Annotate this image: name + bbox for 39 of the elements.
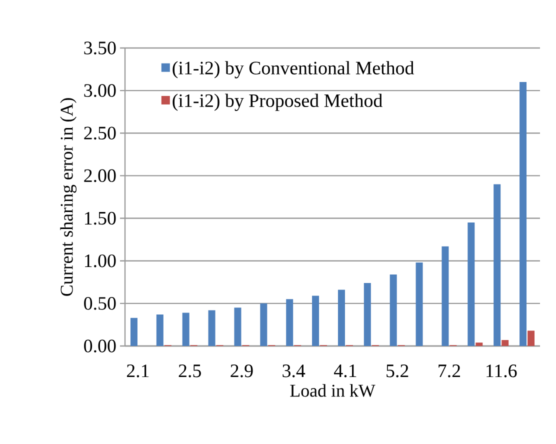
x-tick-label: 7.2 (438, 364, 460, 378)
bar (468, 222, 475, 346)
y-tick-label: 1.00 (85, 254, 116, 268)
bar (476, 342, 483, 346)
y-tick-label: 3.50 (84, 42, 116, 54)
bar (260, 303, 268, 346)
x-tick-label: 5.2 (386, 364, 408, 378)
y-tick-label: 0.00 (84, 340, 116, 352)
bar (528, 330, 535, 346)
y-tick-label: 2.00 (84, 169, 116, 182)
bar (416, 262, 423, 346)
bar (208, 310, 216, 346)
bar (338, 290, 345, 346)
bar (182, 312, 190, 346)
legend-label: (i1-i2) by Proposed Method (172, 94, 382, 111)
bar (494, 184, 501, 346)
bar (130, 318, 138, 346)
x-tick-label: 4.1 (334, 364, 356, 378)
bar (390, 274, 397, 346)
bar (442, 246, 449, 346)
y-tick-label: 3.00 (84, 84, 116, 97)
bar (502, 340, 509, 346)
y-tick-label: 2.50 (84, 126, 116, 140)
x-axis-title: Load in kW (290, 384, 376, 397)
bar (364, 282, 371, 346)
bar (234, 308, 242, 346)
bar (520, 82, 527, 346)
bar (156, 314, 164, 346)
y-tick-label: 1.50 (85, 212, 116, 225)
y-tick-label: 0.50 (84, 297, 116, 310)
x-tick-label: 2.5 (178, 364, 201, 378)
bar (286, 299, 294, 346)
bar (312, 296, 320, 346)
x-tick-label: 3.4 (282, 364, 306, 378)
x-tick-label: 11.6 (486, 364, 517, 378)
y-axis-title: Current sharing error in (A) (60, 98, 77, 296)
x-tick-label: 2.9 (230, 364, 253, 378)
x-tick-label: 2.1 (126, 364, 149, 378)
legend-label: (i1-i2) by Conventional Method (172, 61, 414, 78)
